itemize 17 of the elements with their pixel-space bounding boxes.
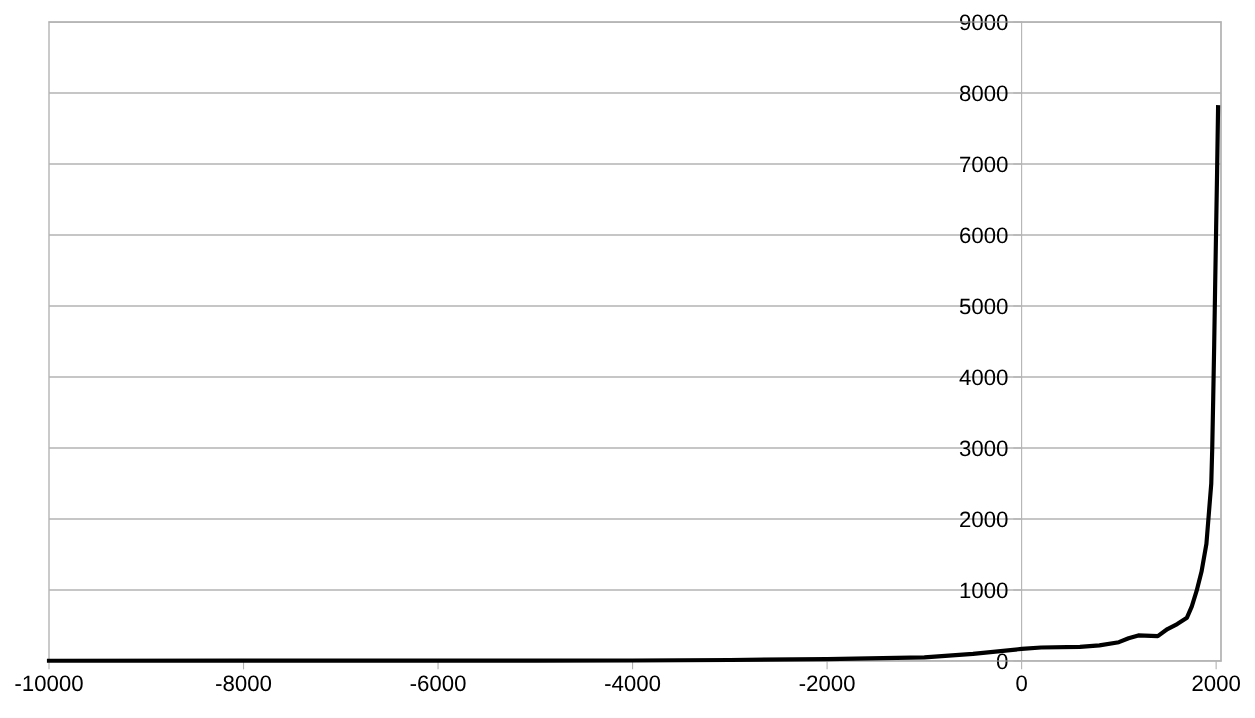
y-tick-label: 0 — [996, 653, 1008, 670]
y-tick-label: 7000 — [960, 156, 1008, 173]
x-tick-label: -6000 — [410, 675, 466, 692]
x-tick-label: -2000 — [799, 675, 855, 692]
y-tick-label: 6000 — [960, 227, 1008, 244]
y-tick-label: 1000 — [960, 582, 1008, 599]
x-tick-label: -10000 — [15, 675, 83, 692]
y-tick-label: 5000 — [959, 298, 1008, 315]
y-tick-label: 4000 — [959, 369, 1008, 386]
y-tick-label: 9000 — [960, 14, 1008, 31]
x-tick-label: -4000 — [605, 675, 661, 692]
x-tick-label: 2000 — [1192, 675, 1240, 692]
y-tick-label: 8000 — [959, 85, 1008, 102]
x-tick-label: -8000 — [216, 675, 272, 692]
y-tick-label: 2000 — [960, 511, 1008, 528]
x-tick-label: 0 — [1016, 675, 1027, 692]
y-tick-label: 3000 — [959, 440, 1008, 457]
